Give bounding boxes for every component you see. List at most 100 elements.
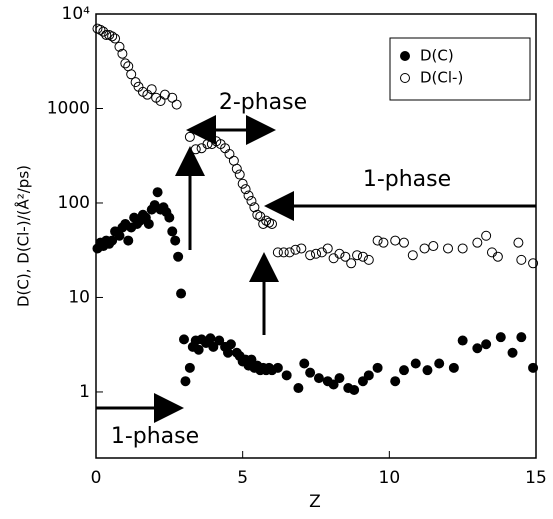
point bbox=[180, 376, 191, 387]
point bbox=[328, 253, 339, 264]
point bbox=[378, 237, 389, 248]
point bbox=[481, 339, 492, 350]
point bbox=[126, 69, 137, 80]
point bbox=[234, 169, 245, 180]
point bbox=[372, 362, 383, 373]
point bbox=[224, 148, 235, 159]
point bbox=[159, 89, 170, 100]
point bbox=[98, 26, 109, 37]
point bbox=[252, 209, 263, 220]
point bbox=[516, 254, 527, 265]
point bbox=[407, 250, 418, 261]
point bbox=[179, 334, 189, 345]
point bbox=[443, 243, 453, 254]
point bbox=[410, 358, 421, 369]
point bbox=[513, 237, 524, 248]
point bbox=[184, 131, 195, 142]
point bbox=[171, 99, 182, 110]
point bbox=[214, 335, 225, 346]
point bbox=[193, 344, 204, 355]
point bbox=[120, 58, 131, 69]
point bbox=[434, 358, 445, 369]
point bbox=[428, 241, 439, 252]
point bbox=[352, 250, 363, 261]
point bbox=[231, 163, 242, 174]
point bbox=[322, 243, 333, 254]
point bbox=[223, 347, 233, 358]
legend bbox=[389, 37, 531, 101]
point bbox=[146, 84, 157, 95]
point bbox=[313, 373, 324, 384]
point bbox=[176, 288, 187, 299]
point bbox=[249, 202, 260, 213]
point bbox=[492, 251, 503, 262]
point bbox=[190, 144, 201, 155]
point bbox=[340, 251, 351, 262]
point bbox=[399, 237, 409, 248]
point bbox=[305, 367, 316, 378]
point bbox=[399, 365, 409, 376]
annotation: 1-phase bbox=[111, 424, 199, 449]
point bbox=[390, 235, 401, 246]
point bbox=[528, 362, 539, 373]
legend-marker bbox=[400, 51, 410, 61]
point bbox=[143, 218, 154, 229]
point bbox=[107, 235, 118, 246]
plot-frame bbox=[95, 13, 537, 459]
point bbox=[167, 92, 178, 103]
point bbox=[107, 31, 118, 42]
point bbox=[390, 376, 401, 387]
arrows bbox=[96, 115, 536, 423]
point bbox=[243, 190, 254, 201]
point bbox=[167, 226, 178, 237]
point bbox=[516, 332, 527, 343]
point bbox=[246, 195, 257, 206]
point bbox=[205, 333, 216, 344]
point bbox=[357, 376, 368, 387]
point bbox=[372, 235, 383, 246]
point bbox=[346, 258, 357, 269]
y-axis-label: D(C), D(Cl-)/(Å²/ps) bbox=[14, 165, 33, 307]
point bbox=[173, 251, 184, 262]
point bbox=[208, 341, 219, 352]
point bbox=[299, 358, 310, 369]
legend-marker bbox=[400, 73, 410, 83]
point bbox=[95, 24, 106, 35]
point bbox=[164, 212, 175, 223]
y-tick-label: 1000 bbox=[47, 98, 90, 118]
x-axis-label: Z bbox=[309, 492, 321, 512]
point bbox=[495, 332, 506, 343]
point bbox=[357, 251, 368, 262]
point bbox=[349, 384, 360, 395]
point bbox=[487, 247, 497, 258]
point bbox=[293, 383, 304, 394]
y-tick-label: 10⁴ bbox=[62, 4, 91, 24]
point bbox=[457, 243, 468, 254]
x-tick-label: 5 bbox=[237, 468, 248, 488]
point bbox=[311, 248, 321, 259]
point bbox=[296, 243, 307, 254]
point bbox=[334, 373, 345, 384]
annotation: 1-phase bbox=[363, 167, 451, 192]
point bbox=[422, 365, 433, 376]
point bbox=[170, 235, 181, 246]
point bbox=[267, 218, 277, 229]
point bbox=[363, 254, 374, 265]
point bbox=[528, 258, 539, 269]
legend-label: D(Cl-) bbox=[420, 69, 463, 87]
annotation: 2-phase bbox=[219, 90, 307, 115]
point bbox=[110, 33, 121, 44]
point bbox=[202, 139, 213, 150]
point bbox=[117, 48, 128, 59]
point bbox=[114, 41, 125, 52]
point bbox=[152, 187, 163, 198]
y-tick-label: 10 bbox=[68, 287, 90, 307]
point bbox=[507, 347, 518, 358]
point bbox=[334, 248, 345, 259]
point bbox=[419, 243, 430, 254]
y-tick-label: 100 bbox=[58, 193, 90, 213]
legend-label: D(C) bbox=[420, 47, 454, 65]
point bbox=[448, 362, 459, 373]
y-tick-label: 1 bbox=[79, 382, 90, 402]
